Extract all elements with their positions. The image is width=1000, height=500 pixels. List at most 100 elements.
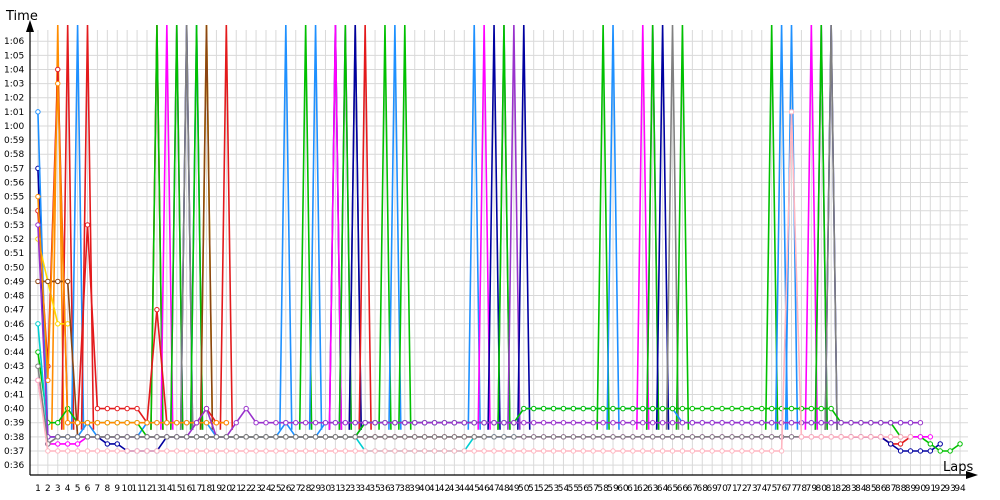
- data-point: [412, 434, 418, 440]
- data-point: [957, 441, 963, 447]
- data-point: [659, 405, 666, 412]
- x-tick-label: 38: [399, 484, 411, 494]
- data-point: [94, 420, 101, 426]
- data-point: [550, 405, 557, 412]
- data-point: [253, 448, 259, 454]
- x-tick-label: 83: [845, 484, 856, 494]
- x-tick-label: 78: [796, 484, 808, 494]
- data-point: [372, 448, 378, 454]
- y-tick-label: 0:41: [4, 390, 24, 400]
- data-point: [521, 448, 527, 454]
- data-point: [739, 448, 745, 454]
- data-point: [600, 448, 606, 454]
- data-point: [332, 448, 339, 454]
- series-line: [37, 366, 901, 446]
- data-point: [94, 434, 101, 440]
- data-point: [630, 420, 636, 426]
- data-point: [312, 448, 319, 454]
- x-tick-label: 29: [310, 484, 322, 494]
- x-tick-label: 60: [617, 484, 629, 494]
- data-point: [55, 441, 61, 447]
- data-point: [104, 420, 111, 426]
- x-tick-label: 11: [131, 484, 142, 494]
- data-point: [501, 420, 507, 426]
- data-point: [531, 448, 537, 454]
- series-spike: [388, 24, 402, 430]
- data-point: [104, 441, 111, 447]
- y-tick-label: 0:57: [4, 164, 24, 174]
- x-tick-label: 87: [885, 484, 896, 494]
- y-tick-label: 1:04: [4, 65, 24, 75]
- data-point: [858, 420, 864, 426]
- data-point: [144, 448, 150, 454]
- series-spike: [219, 24, 234, 430]
- data-point: [55, 278, 61, 285]
- data-point: [550, 434, 557, 440]
- x-tick-label: 91: [925, 484, 936, 494]
- data-point: [293, 448, 299, 454]
- x-tick-label: 88: [895, 484, 907, 494]
- data-point: [312, 434, 319, 440]
- data-point: [640, 434, 646, 440]
- x-tick-label: 12: [141, 484, 152, 494]
- data-point: [124, 434, 130, 440]
- data-point: [352, 434, 358, 440]
- data-point: [134, 420, 140, 426]
- series-spike: [160, 24, 174, 430]
- data-point: [560, 448, 567, 454]
- data-point: [878, 420, 884, 426]
- data-point: [729, 420, 735, 426]
- data-point: [709, 420, 715, 426]
- data-point: [431, 434, 438, 440]
- data-point: [451, 434, 458, 440]
- data-point: [55, 420, 61, 426]
- data-point: [947, 448, 953, 454]
- x-tick-label: 30: [320, 484, 332, 494]
- y-tick-label: 1:03: [4, 80, 24, 90]
- data-point: [203, 434, 210, 440]
- data-point: [481, 448, 487, 454]
- data-point: [729, 434, 735, 440]
- x-tick-label: 44: [459, 484, 471, 494]
- x-tick-label: 53: [548, 484, 559, 494]
- data-point: [461, 434, 467, 440]
- data-point: [164, 448, 170, 454]
- data-point: [838, 420, 844, 426]
- data-point: [640, 405, 646, 412]
- data-point: [84, 222, 91, 228]
- data-point: [749, 420, 755, 426]
- data-point: [174, 448, 180, 454]
- data-point: [580, 448, 586, 454]
- data-point: [74, 434, 81, 440]
- x-tick-label: 27: [290, 484, 301, 494]
- x-tick-label: 42: [439, 484, 450, 494]
- grid: [30, 30, 968, 475]
- x-tick-label: 65: [667, 484, 678, 494]
- data-point: [84, 448, 91, 454]
- x-tick-label: 35: [369, 484, 380, 494]
- data-point: [45, 377, 51, 384]
- x-tick-label: 54: [558, 484, 570, 494]
- data-point: [441, 420, 448, 426]
- x-tick-label: 62: [637, 484, 648, 494]
- data-point: [531, 420, 537, 426]
- data-point: [392, 448, 398, 454]
- x-axis-title: Laps: [943, 460, 973, 475]
- data-point: [382, 420, 388, 426]
- x-tick-label: 1: [35, 484, 41, 494]
- data-point: [778, 448, 785, 454]
- data-point: [233, 434, 239, 440]
- data-point: [590, 405, 596, 412]
- data-point: [114, 420, 120, 426]
- x-tick-label: 31: [330, 484, 341, 494]
- series-spike: [487, 24, 501, 430]
- data-point: [788, 420, 795, 426]
- data-point: [55, 448, 61, 454]
- data-point: [937, 441, 943, 447]
- x-tick-label: 13: [151, 484, 162, 494]
- data-point: [332, 434, 339, 440]
- data-point: [471, 448, 477, 454]
- data-point: [382, 448, 388, 454]
- x-tick-label: 52: [538, 484, 549, 494]
- data-point: [392, 420, 398, 426]
